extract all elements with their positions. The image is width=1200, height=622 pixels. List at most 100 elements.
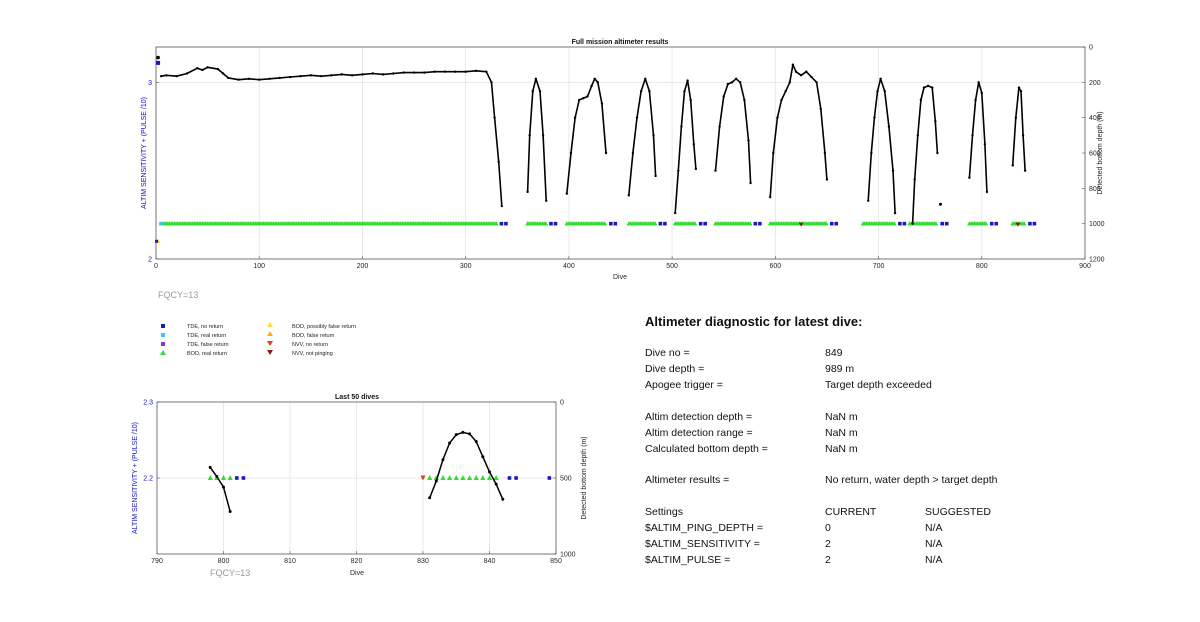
- depth-point: [805, 70, 808, 73]
- x-tick-label: 830: [417, 558, 429, 565]
- depth-point: [593, 77, 596, 81]
- pulse-suggested: N/A: [925, 554, 943, 566]
- y-right-tick-label: 1200: [1089, 257, 1105, 264]
- depth-point: [879, 77, 882, 81]
- last50-y-left-label: ALTIM SENSITIVITY + (PULSE /10): [132, 422, 139, 534]
- last50-y-right-label: Detected bottom depth (m): [581, 436, 588, 519]
- bod-real-marker: [460, 475, 466, 480]
- depth-point: [299, 74, 302, 78]
- depth-point: [501, 497, 505, 501]
- main-y-left-label: ALTIM SENSITIVITY + (PULSE /10): [141, 97, 148, 209]
- depth-point: [823, 151, 827, 155]
- depth-point: [468, 432, 472, 436]
- diagnostic-heading: Altimeter diagnostic for latest dive:: [645, 314, 863, 329]
- bod-real-marker: [692, 221, 698, 226]
- depth-point: [222, 485, 225, 489]
- depth-point: [938, 202, 942, 206]
- depth-point: [776, 116, 779, 119]
- tde-no-return-marker: [235, 476, 239, 480]
- settings-header: Settings: [645, 506, 683, 518]
- x-tick-label: 800: [976, 263, 988, 270]
- depth-point: [423, 71, 426, 74]
- y-right-tick-label: 800: [1089, 186, 1101, 193]
- depth-point: [794, 70, 798, 73]
- depth-point: [330, 74, 333, 77]
- depth-point: [500, 204, 503, 208]
- depth-point: [481, 455, 485, 459]
- depth-point: [692, 142, 695, 146]
- legend-label: NVV, not pinging: [292, 351, 333, 357]
- sensitivity-current: 2: [825, 538, 831, 550]
- last50-x-label: Dive: [350, 570, 364, 577]
- depth-point: [873, 116, 876, 119]
- depth-point: [980, 91, 983, 95]
- nvv-no-return-marker: [420, 475, 426, 481]
- y-right-tick-label: 500: [560, 476, 572, 483]
- last50-chart-title: Last 50 dives: [335, 394, 379, 401]
- tde-no-return-marker: [1028, 221, 1032, 226]
- legend-marker-bod-real-return: [160, 350, 166, 355]
- x-tick-label: 800: [218, 558, 230, 565]
- depth-point: [1019, 89, 1023, 93]
- depth-point: [971, 134, 974, 137]
- depth-point: [631, 151, 635, 155]
- depth-point: [247, 77, 251, 81]
- depth-point: [1023, 169, 1027, 172]
- main-x-label: Dive: [613, 274, 627, 281]
- bod-real-marker: [983, 221, 989, 226]
- last50-fqcy-annotation: FQCY=13: [210, 568, 250, 578]
- depth-line: [209, 466, 231, 512]
- y-right-tick-label: 1000: [560, 552, 576, 559]
- depth-point: [893, 211, 897, 215]
- depth-point: [443, 70, 447, 73]
- depth-point: [228, 509, 232, 513]
- depth-point: [968, 176, 971, 179]
- depth-point: [428, 496, 432, 500]
- depth-point: [714, 169, 717, 172]
- bod-real-marker: [747, 221, 753, 226]
- depth-point: [526, 190, 529, 194]
- x-tick-label: 600: [769, 263, 781, 270]
- depth-point: [227, 76, 230, 80]
- depth-point: [1014, 116, 1018, 119]
- tde-no-return-marker: [609, 221, 613, 226]
- depth-point: [718, 125, 721, 128]
- x-tick-label: 100: [253, 263, 265, 270]
- depth-point: [268, 77, 271, 81]
- depth-point: [604, 151, 608, 155]
- bod-real-marker: [494, 221, 499, 226]
- depth-point: [648, 89, 651, 93]
- depth-line: [867, 78, 896, 214]
- altimeter-results-value: No return, water depth > target depth: [825, 474, 998, 486]
- depth-line: [161, 66, 503, 207]
- legend-marker-tde-no-return: [161, 324, 165, 328]
- depth-point: [474, 440, 478, 444]
- depth-point: [215, 474, 219, 478]
- depth-point: [983, 142, 987, 146]
- depth-point: [677, 169, 680, 172]
- depth-point: [931, 86, 934, 89]
- depth-point: [644, 77, 647, 81]
- last50-chart: 790 800 810 820 830 840 850 2.2 2.3 0 500 1000: [143, 400, 575, 566]
- depth-point: [216, 67, 220, 71]
- depth-point: [891, 169, 895, 172]
- depth-point: [870, 151, 873, 155]
- sensitivity-label: $ALTIM_SENSITIVITY =: [645, 538, 760, 550]
- tde-no-return-marker: [902, 221, 907, 226]
- depth-point: [319, 74, 323, 78]
- depth-point: [448, 441, 452, 445]
- depth-point: [916, 134, 919, 137]
- depth-line: [429, 431, 504, 500]
- depth-line: [1011, 86, 1026, 171]
- tde-no-return-marker: [989, 221, 994, 226]
- tde-no-return-marker: [156, 60, 161, 65]
- tde-no-return-marker: [940, 221, 944, 226]
- depth-point: [531, 89, 534, 93]
- depth-point: [600, 102, 604, 105]
- depth-point: [1021, 134, 1025, 137]
- tde-no-return-marker: [898, 221, 902, 226]
- depth-point: [258, 78, 261, 81]
- depth-point: [674, 211, 677, 215]
- depth-line: [714, 78, 752, 184]
- tde-no-return-marker: [613, 221, 618, 226]
